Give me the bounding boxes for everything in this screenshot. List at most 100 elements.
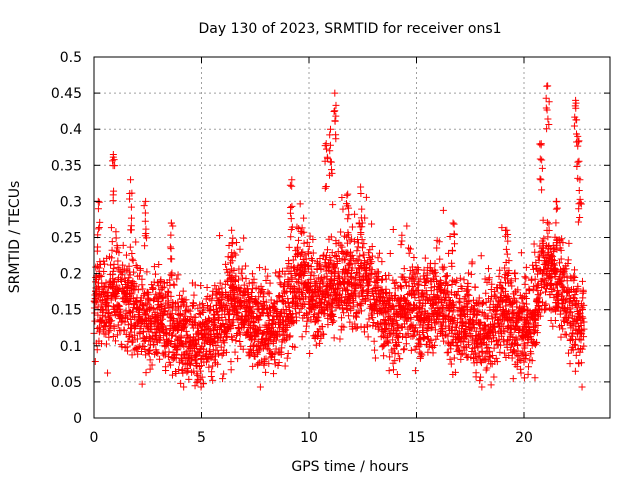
data-point-marker (580, 318, 588, 326)
data-point-marker (528, 357, 536, 365)
data-point-marker (152, 290, 160, 298)
data-point-marker (239, 345, 247, 353)
data-point-marker (164, 297, 172, 305)
data-point-marker (486, 306, 494, 314)
data-point-marker (302, 293, 310, 301)
data-point-marker (117, 308, 125, 316)
data-point-marker (232, 337, 240, 345)
data-point-marker (108, 246, 116, 254)
data-point-marker (185, 375, 193, 383)
data-point-marker (413, 270, 421, 278)
data-point-marker (289, 256, 297, 264)
data-point-marker (261, 265, 269, 273)
data-point-marker (475, 308, 483, 316)
data-point-marker (491, 288, 499, 296)
data-point-marker (313, 314, 321, 322)
data-point-marker (509, 346, 517, 354)
data-point-marker (484, 344, 492, 352)
data-point-marker (481, 275, 489, 283)
data-point-marker (126, 243, 134, 251)
data-point-marker (498, 332, 506, 340)
data-point-marker (93, 346, 101, 354)
data-point-marker (538, 247, 546, 255)
data-point-marker (150, 340, 158, 348)
data-point-marker (576, 199, 584, 207)
data-point-marker (358, 283, 366, 291)
data-point-marker (504, 231, 512, 239)
data-point-marker (233, 331, 241, 339)
data-point-marker (407, 315, 415, 323)
data-point-marker (482, 356, 490, 364)
data-point-marker (168, 331, 176, 339)
data-point-marker (174, 346, 182, 354)
data-point-marker (130, 321, 138, 329)
data-point-marker (248, 285, 256, 293)
data-point-marker (128, 351, 136, 359)
data-point-marker (316, 261, 324, 269)
data-point-marker (420, 266, 428, 274)
data-point-marker (95, 264, 103, 272)
data-point-marker (369, 314, 377, 322)
data-point-marker (227, 358, 235, 366)
data-point-marker (278, 344, 286, 352)
data-point-marker (575, 157, 583, 165)
data-point-marker (262, 355, 270, 363)
data-point-marker (287, 233, 295, 241)
data-point-marker (505, 267, 513, 275)
data-point-marker (227, 366, 235, 374)
data-point-marker (424, 348, 432, 356)
data-point-marker (386, 289, 394, 297)
data-point-marker (350, 298, 358, 306)
data-point-marker (446, 355, 454, 363)
data-point-marker (284, 298, 292, 306)
data-point-marker (530, 240, 538, 248)
data-point-marker (339, 205, 347, 213)
data-point-marker (176, 291, 184, 299)
data-point-marker (365, 281, 373, 289)
data-point-marker (503, 226, 511, 234)
data-point-marker (476, 318, 484, 326)
data-point-marker (401, 295, 409, 303)
data-point-marker (291, 294, 299, 302)
data-point-marker (144, 300, 152, 308)
data-point-marker (352, 293, 360, 301)
data-point-marker (395, 338, 403, 346)
data-point-marker (273, 298, 281, 306)
data-point-marker (301, 269, 309, 277)
data-point-marker (403, 222, 411, 230)
data-point-marker (134, 350, 142, 358)
data-point-marker (557, 321, 565, 329)
data-point-marker (548, 251, 556, 259)
data-point-marker (368, 258, 376, 266)
data-point-marker (446, 232, 454, 240)
data-point-marker (557, 278, 565, 286)
data-point-marker (108, 317, 116, 325)
data-point-marker (308, 256, 316, 264)
data-point-marker (112, 281, 120, 289)
data-point-marker (542, 300, 550, 308)
data-point-marker (402, 340, 410, 348)
data-point-marker (545, 121, 553, 129)
data-point-marker (323, 153, 331, 161)
x-tick-label: 5 (197, 430, 206, 446)
data-point-marker (346, 273, 354, 281)
data-point-marker (149, 284, 157, 292)
data-point-marker (537, 176, 545, 184)
data-point-marker (115, 286, 123, 294)
data-point-marker (155, 261, 163, 269)
data-point-marker (557, 255, 565, 263)
data-point-marker (127, 214, 135, 222)
data-point-marker (91, 295, 99, 303)
data-point-marker (188, 357, 196, 365)
data-point-marker (130, 313, 138, 321)
data-point-marker (120, 326, 128, 334)
data-point-marker (233, 309, 241, 317)
data-point-marker (557, 333, 565, 341)
data-point-marker (511, 297, 519, 305)
y-tick-label: 0.5 (60, 50, 82, 66)
data-point-marker (485, 274, 493, 282)
data-point-marker (288, 275, 296, 283)
data-point-marker (109, 150, 117, 158)
data-point-marker (156, 355, 164, 363)
data-point-marker (545, 220, 553, 228)
